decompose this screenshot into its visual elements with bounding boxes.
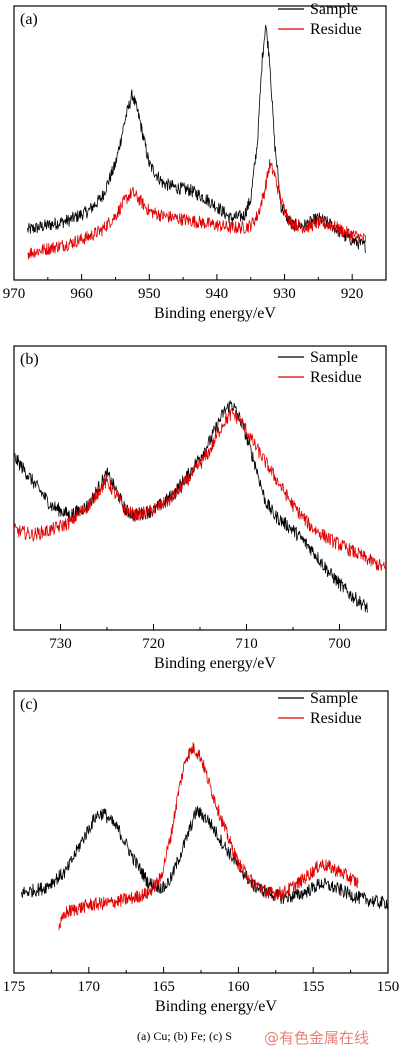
x-axis-label: Binding energy/eV <box>154 655 276 672</box>
panel-c-chart: 175 170 165 160 155 150 Binding energy/eV (c) Sa… <box>3 690 400 1015</box>
legend-label: Residue <box>310 710 362 727</box>
figure-caption: (a) Cu; (b) Fe; (c) S @有色金属在线 <box>0 1027 400 1047</box>
x-axis-label: Binding energy/eV <box>154 305 276 322</box>
x-tick-label: 730 <box>49 636 72 652</box>
x-tick-label: 165 <box>152 979 175 995</box>
plot-frame <box>13 345 387 631</box>
panel-label: (c) <box>20 696 38 713</box>
series-line-residue <box>58 741 359 931</box>
x-tick-label: 970 <box>3 286 26 302</box>
x-tick-label: 175 <box>3 979 26 995</box>
series-line-sample <box>27 24 366 254</box>
caption-text: (a) Cu; (b) Fe; (c) S <box>137 1029 232 1043</box>
x-axis-label: Binding energy/eV <box>155 998 277 1015</box>
x-tick-label: 700 <box>328 636 351 652</box>
panel-b-chart: 730 720 710 700 Binding energy/eV (b) Sample Re… <box>13 345 387 672</box>
x-tick-label: 170 <box>78 979 101 995</box>
x-tick-label: 160 <box>227 979 250 995</box>
series-line-sample <box>21 805 389 909</box>
x-tick-label: 920 <box>341 286 364 302</box>
legend-label: Sample <box>310 1 358 18</box>
x-tick-label: 930 <box>273 286 296 302</box>
series-line-residue <box>13 407 387 571</box>
panel-a-chart: 970 960 950 940 930 920 Binding energy/eV (a) Sa… <box>3 1 387 322</box>
legend-label: Sample <box>310 690 358 707</box>
x-tick-label: 960 <box>70 286 93 302</box>
x-tick-label: 940 <box>206 286 229 302</box>
legend-label: Residue <box>310 21 362 38</box>
panel-label: (a) <box>20 11 38 28</box>
plot-frame <box>13 690 389 974</box>
x-tick-label: 720 <box>142 636 165 652</box>
series-line-sample <box>13 400 368 613</box>
legend-label: Residue <box>310 369 362 386</box>
x-tick-label: 710 <box>235 636 258 652</box>
series-line-residue <box>27 159 367 260</box>
legend-label: Sample <box>310 349 358 366</box>
watermark: @有色金属在线 <box>264 1029 370 1047</box>
x-tick-label: 950 <box>138 286 161 302</box>
x-tick-label: 155 <box>302 979 325 995</box>
panel-label: (b) <box>20 351 39 368</box>
x-tick-label: 150 <box>377 979 400 995</box>
plot-frame <box>13 5 387 281</box>
